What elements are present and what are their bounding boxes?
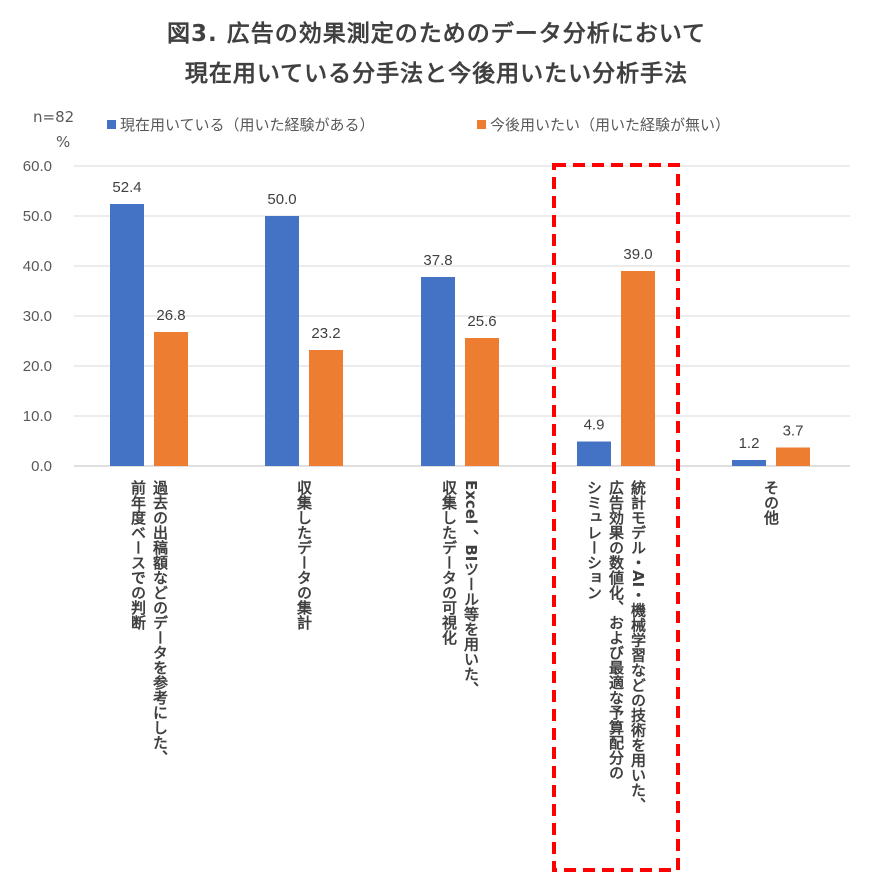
bar-current <box>732 460 766 466</box>
legend-label-future: 今後用いたい（用いた経験が無い） <box>490 116 731 134</box>
y-tick-label: 30.0 <box>23 308 52 325</box>
sample-size-label: n=82 <box>33 108 75 126</box>
chart-title-line1: 図3. 広告の効果測定のためのデータ分析において <box>166 21 707 47</box>
x-category-label: シミュレーション <box>585 480 603 600</box>
bar-future <box>154 332 188 466</box>
bar-future <box>465 338 499 466</box>
bar-current <box>265 216 299 466</box>
x-category-label: 過去の出稿額などのデータを参考にした、 <box>151 480 169 765</box>
bar-current <box>421 277 455 466</box>
data-label-future: 39.0 <box>623 246 652 263</box>
x-category-label: Excel 、BIツール等を用いた、 <box>462 480 480 696</box>
x-category-label: 収集したデータの可視化 <box>440 479 458 645</box>
data-label-current: 50.0 <box>267 191 296 208</box>
data-label-current: 1.2 <box>739 435 760 452</box>
unit-label: % <box>56 133 71 151</box>
y-tick-label: 0.0 <box>31 458 52 475</box>
x-category-label: 前年度ベースでの判断 <box>129 479 147 631</box>
y-tick-label: 50.0 <box>23 208 52 225</box>
data-label-current: 37.8 <box>423 252 452 269</box>
data-label-current: 52.4 <box>112 179 141 196</box>
legend-item-current: 現在用いている（用いた経験がある） <box>107 114 375 135</box>
bar-future <box>309 350 343 466</box>
data-label-future: 25.6 <box>467 313 496 330</box>
y-tick-label: 10.0 <box>23 408 52 425</box>
data-label-future: 3.7 <box>783 423 804 440</box>
data-label-future: 23.2 <box>311 325 340 342</box>
legend-swatch-future <box>477 120 486 129</box>
highlight-box <box>552 163 680 872</box>
x-category-label: 収集したデータの集計 <box>295 479 313 631</box>
legend-swatch-current <box>107 120 116 129</box>
x-category-label: 広告効果の数値化、および最適な予算配分の <box>607 479 625 780</box>
bar-current <box>577 441 611 466</box>
bar-current <box>110 204 144 466</box>
legend-item-future: 今後用いたい（用いた経験が無い） <box>477 114 730 135</box>
bar-future <box>776 447 810 466</box>
chart-title-line2: 現在用いている分手法と今後用いたい分析手法 <box>184 61 689 87</box>
bar-future <box>621 271 655 466</box>
x-category-label: その他 <box>762 480 780 526</box>
y-tick-label: 40.0 <box>23 258 52 275</box>
data-label-current: 4.9 <box>584 417 605 434</box>
legend-label-current: 現在用いている（用いた経験がある） <box>120 116 375 134</box>
x-category-label: 統計モデル・AI・機械学習などの技術を用いた、 <box>629 479 647 812</box>
data-label-future: 26.8 <box>156 307 185 324</box>
y-tick-label: 60.0 <box>23 158 52 175</box>
y-tick-label: 20.0 <box>23 358 52 375</box>
